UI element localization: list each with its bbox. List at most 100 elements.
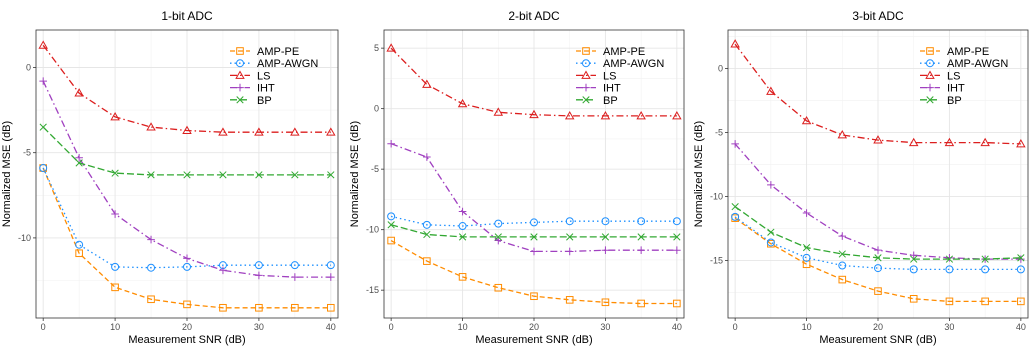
series-amp-awgn — [39, 164, 335, 272]
y-tick-label: -10 — [710, 191, 723, 201]
x-axis-title: Measurement SNR (dB) — [128, 334, 245, 346]
legend-marker — [582, 96, 590, 104]
data-point — [147, 171, 155, 179]
data-point — [673, 246, 681, 255]
data-point — [75, 154, 83, 162]
legend-label: LS — [257, 70, 270, 82]
data-point — [39, 77, 47, 85]
series-line — [42, 167, 331, 309]
data-point — [182, 125, 192, 134]
data-point — [637, 299, 645, 308]
legend-label: AMP-AWGN — [603, 58, 664, 70]
legend-label: AMP-PE — [603, 46, 645, 58]
chart-panel-1: 0 10 20 30 40 0 -5 -10 1-bit ADC Measurement SNR … — [1, 9, 339, 346]
data-point — [458, 222, 467, 231]
data-point — [1016, 265, 1025, 274]
legend-label: BP — [947, 95, 962, 107]
data-point — [838, 261, 847, 270]
chart-title: 1-bit ADC — [161, 9, 213, 23]
data-point — [458, 207, 467, 216]
data-point — [908, 137, 919, 147]
data-point — [387, 221, 395, 229]
x-axis-title: Measurement SNR (dB) — [819, 334, 936, 346]
data-point — [147, 295, 155, 304]
legend-item: IHT — [576, 83, 621, 95]
data-point — [1016, 139, 1026, 148]
legend-label: AMP-PE — [257, 46, 299, 58]
data-point — [422, 79, 432, 88]
data-point — [327, 171, 335, 179]
data-point — [601, 217, 610, 226]
y-axis-title: Normalized MSE (dB) — [1, 121, 13, 227]
data-point — [730, 39, 740, 48]
y-tick-label: -10 — [366, 225, 379, 235]
data-point — [874, 254, 882, 262]
data-point — [981, 297, 989, 306]
series-ls — [730, 39, 1026, 148]
series-line — [390, 240, 677, 305]
legend-marker — [235, 70, 245, 79]
data-point — [766, 86, 776, 95]
legend-item: AMP-PE — [576, 46, 645, 58]
data-point — [980, 137, 990, 147]
series-line — [734, 43, 1021, 145]
data-point — [530, 247, 538, 256]
data-point — [600, 111, 611, 120]
data-point — [326, 127, 336, 136]
data-point — [183, 254, 191, 263]
legend-label: AMP-PE — [947, 46, 989, 58]
data-point — [637, 233, 645, 241]
x-tick-label: 10 — [458, 322, 468, 332]
data-point — [219, 171, 227, 179]
data-point — [636, 111, 646, 120]
series-bp — [731, 202, 1025, 263]
legend-label: BP — [257, 95, 272, 107]
legend-item: AMP-PE — [230, 46, 299, 58]
data-point — [327, 303, 335, 312]
data-point — [494, 283, 503, 292]
data-point — [767, 181, 775, 189]
legend-label: AMP-AWGN — [947, 58, 1008, 70]
data-point — [386, 43, 396, 52]
data-point — [945, 297, 954, 306]
data-point — [458, 273, 467, 281]
data-point — [874, 246, 882, 254]
data-point — [74, 88, 84, 97]
series-iht — [39, 77, 335, 281]
legend-item: LS — [576, 70, 616, 82]
data-point — [565, 217, 574, 226]
data-point — [637, 217, 646, 226]
data-point — [564, 111, 575, 120]
legend-item: BP — [230, 95, 272, 107]
data-point — [530, 292, 538, 301]
legend-label: IHT — [257, 83, 275, 95]
series-line — [390, 47, 677, 117]
data-point — [601, 246, 610, 255]
data-point — [874, 287, 882, 295]
data-point — [183, 262, 191, 271]
data-point — [802, 243, 811, 252]
x-axis-title: Measurement SNR (dB) — [475, 334, 592, 346]
data-point — [387, 212, 396, 221]
series-amp-pe — [387, 236, 681, 308]
data-point — [254, 261, 263, 270]
y-tick-label: -10 — [18, 233, 31, 243]
legend-label: IHT — [603, 83, 621, 95]
data-point — [255, 171, 263, 179]
data-point — [255, 271, 263, 280]
data-point — [530, 218, 538, 227]
series-amp-awgn — [387, 212, 681, 231]
data-point — [111, 210, 119, 218]
data-point — [290, 261, 299, 270]
data-point — [110, 112, 120, 121]
data-point — [767, 228, 775, 236]
y-tick-label: 0 — [374, 104, 379, 114]
legend-marker — [582, 47, 590, 55]
data-point — [290, 127, 300, 136]
data-point — [75, 159, 83, 167]
data-point — [909, 295, 918, 303]
x-tick-label: 40 — [672, 322, 682, 332]
data-point — [566, 233, 574, 241]
